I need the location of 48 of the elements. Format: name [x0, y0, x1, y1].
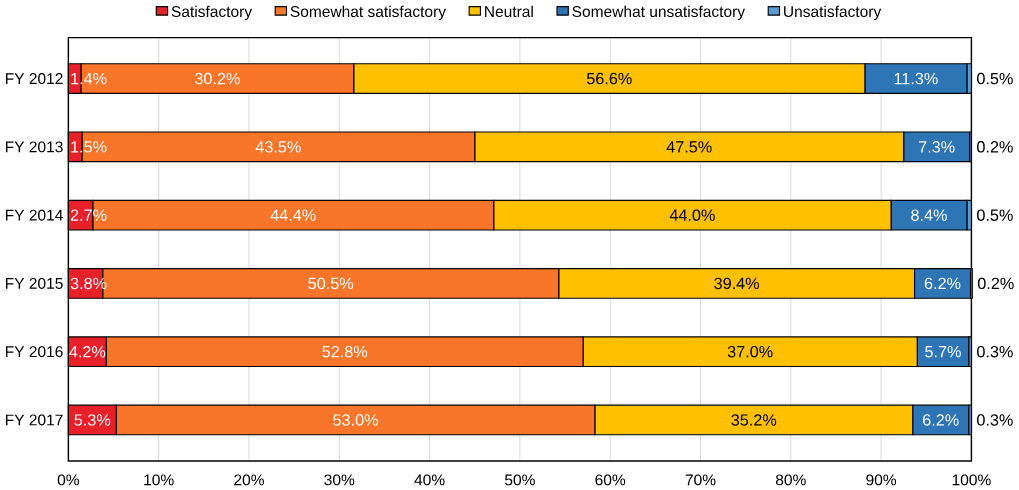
x-tick-label: 90% — [866, 474, 897, 486]
y-tick-label: FY 2013 — [6, 141, 63, 153]
data-label: 0.5% — [977, 72, 1013, 85]
data-label: 50.5% — [308, 277, 354, 290]
x-tick-label: 60% — [595, 474, 626, 486]
data-label: 37.0% — [727, 345, 773, 358]
legend-label: Unsatisfactory — [784, 5, 882, 21]
data-label: 44.4% — [270, 209, 316, 221]
data-label: 30.2% — [194, 72, 240, 85]
x-tick-label: 100% — [952, 474, 991, 486]
data-label: 5.7% — [925, 345, 961, 358]
data-label: 11.3% — [894, 72, 938, 85]
x-tick-label: 70% — [685, 474, 716, 486]
y-tick-label: FY 2012 — [6, 73, 63, 85]
data-label: 43.5% — [255, 141, 301, 153]
x-tick-label: 20% — [234, 474, 264, 486]
x-tick-label: 30% — [324, 474, 355, 486]
data-label: 6.2% — [923, 414, 959, 426]
data-label: 39.4% — [714, 277, 760, 290]
data-label: 52.8% — [322, 345, 368, 358]
data-label: 0.3% — [977, 414, 1013, 426]
data-label: 4.2% — [69, 345, 106, 358]
data-label: 47.5% — [666, 141, 712, 153]
x-tick-label: 80% — [775, 474, 806, 486]
data-label: 5.3% — [74, 414, 111, 426]
x-tick-label: 10% — [144, 474, 174, 486]
legend-label: Satisfactory — [171, 5, 253, 21]
data-label: 0.2% — [977, 141, 1013, 153]
data-label: 56.6% — [586, 72, 632, 85]
y-tick-label: FY 2016 — [6, 346, 63, 358]
data-label: 35.2% — [731, 414, 777, 426]
data-label: 8.4% — [911, 209, 947, 221]
data-label: 53.0% — [333, 414, 378, 426]
data-label: 0.2% — [977, 277, 1014, 290]
legend-label: Somewhat unsatisfactory — [572, 5, 745, 21]
y-tick-label: FY 2015 — [6, 277, 63, 289]
data-label: 0.5% — [977, 209, 1013, 221]
y-tick-label: FY 2014 — [6, 209, 63, 221]
data-label: 0.3% — [977, 345, 1013, 358]
data-label: 44.0% — [669, 209, 715, 221]
x-tick-label: 50% — [504, 474, 535, 486]
data-label: 7.3% — [919, 141, 955, 153]
data-label: 6.2% — [924, 277, 961, 290]
x-tick-label: 0% — [57, 474, 80, 486]
x-tick-label: 40% — [414, 474, 445, 486]
legend-label: Neutral — [485, 5, 533, 18]
y-tick-label: FY 2017 — [6, 414, 63, 426]
legend-label: Somewhat satisfactory — [290, 5, 446, 21]
